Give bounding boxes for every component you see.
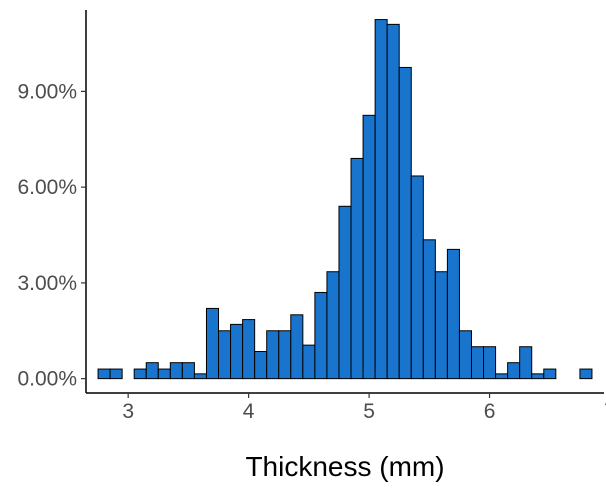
histogram-bar: [314, 291, 328, 380]
histogram-bar: [386, 23, 400, 380]
histogram-bar: [362, 114, 376, 380]
histogram-bar: [290, 314, 304, 380]
x-axis-title: Thickness (mm): [245, 451, 444, 482]
x-tick-label: 3: [122, 400, 134, 423]
histogram-bar: [507, 362, 521, 380]
histogram-bar: [326, 271, 340, 380]
histogram-bar: [133, 368, 147, 380]
histogram-bar: [205, 307, 220, 380]
histogram-bar: [483, 346, 497, 380]
x-axis-ticks: 3 4 5 6 7: [122, 393, 606, 423]
y-axis-ticks: 0.00% 3.00% 6.00% 9.00%: [17, 80, 86, 391]
histogram-bar: [470, 346, 485, 380]
histogram-bar: [434, 271, 448, 380]
histogram-bar: [446, 248, 460, 380]
histogram-bar: [242, 319, 256, 380]
histogram-bar: [374, 19, 388, 380]
x-tick-label: 5: [363, 400, 375, 423]
x-tick-label: 7: [604, 400, 606, 423]
histogram-bar: [97, 368, 111, 380]
histogram-bar: [218, 330, 232, 380]
histogram-bar: [422, 239, 436, 380]
histogram-bar: [145, 362, 159, 380]
x-tick-label: 4: [243, 400, 255, 423]
y-tick-label: 6.00%: [17, 176, 77, 199]
histogram-bar: [531, 373, 545, 380]
x-tick-label: 6: [484, 400, 496, 423]
histogram-bar: [579, 368, 593, 380]
histogram-bar: [398, 66, 412, 380]
y-tick-label: 0.00%: [17, 368, 77, 391]
histogram-bar: [495, 373, 509, 380]
histogram-bar: [181, 362, 195, 380]
histogram-bars: [97, 19, 593, 380]
histogram-bar: [543, 368, 557, 380]
y-tick-label: 9.00%: [17, 80, 77, 103]
histogram-bar: [410, 175, 424, 380]
histogram-bar: [157, 368, 171, 380]
histogram-bar: [338, 205, 352, 380]
histogram-bar: [519, 346, 533, 380]
histogram-bar: [458, 330, 472, 380]
histogram-bar: [254, 351, 268, 380]
histogram-bar: [266, 330, 280, 380]
histogram-bar: [350, 157, 364, 380]
histogram-bar: [302, 344, 316, 380]
histogram-bar: [193, 373, 207, 380]
histogram-bar: [278, 330, 292, 380]
histogram-bar: [230, 323, 244, 380]
histogram-bar: [109, 368, 123, 380]
histogram-bar: [169, 362, 183, 380]
y-tick-label: 3.00%: [17, 272, 77, 295]
